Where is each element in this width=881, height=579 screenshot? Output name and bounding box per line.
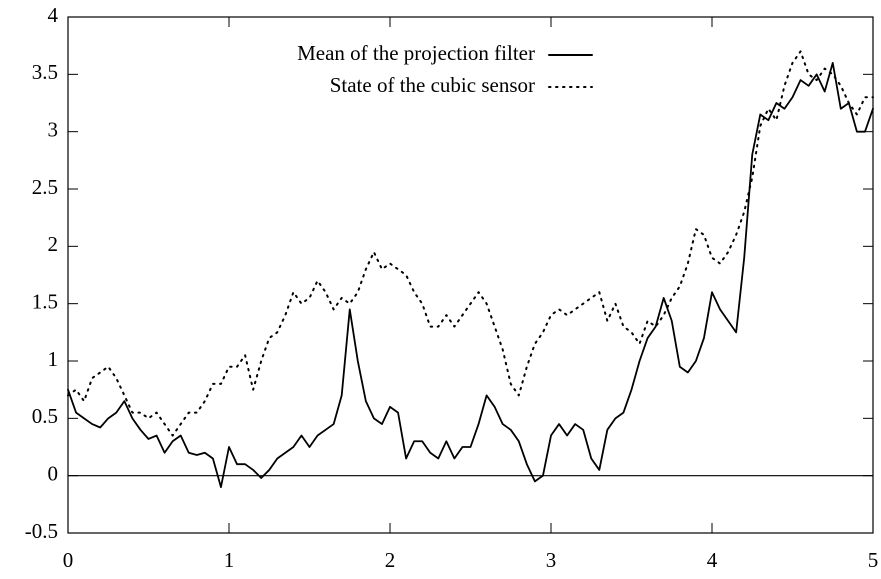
x-tick-label: 2 — [385, 548, 396, 572]
x-tick-label: 3 — [546, 548, 557, 572]
x-tick-label: 5 — [868, 548, 879, 572]
x-tick-label: 0 — [63, 548, 74, 572]
series-line — [67, 50, 874, 437]
y-tick-label: 0 — [48, 461, 59, 485]
y-tick-label: 3.5 — [32, 60, 58, 84]
y-tick-label: 1.5 — [32, 289, 58, 313]
plot-border — [67, 16, 874, 534]
y-tick-label: 0.5 — [32, 404, 58, 428]
y-tick-label: 1 — [48, 347, 59, 371]
x-tick-label: 4 — [707, 548, 718, 572]
x-tick-label: 1 — [224, 548, 235, 572]
y-tick-label: 2.5 — [32, 175, 58, 199]
y-tick-label: 4 — [48, 3, 59, 27]
series-line — [67, 61, 874, 489]
y-tick-label: 2 — [48, 232, 59, 256]
y-tick-label: 3 — [48, 117, 59, 141]
legend-label: State of the cubic sensor — [330, 73, 535, 97]
y-tick-label: -0.5 — [25, 519, 58, 543]
legend-label: Mean of the projection filter — [297, 41, 535, 65]
